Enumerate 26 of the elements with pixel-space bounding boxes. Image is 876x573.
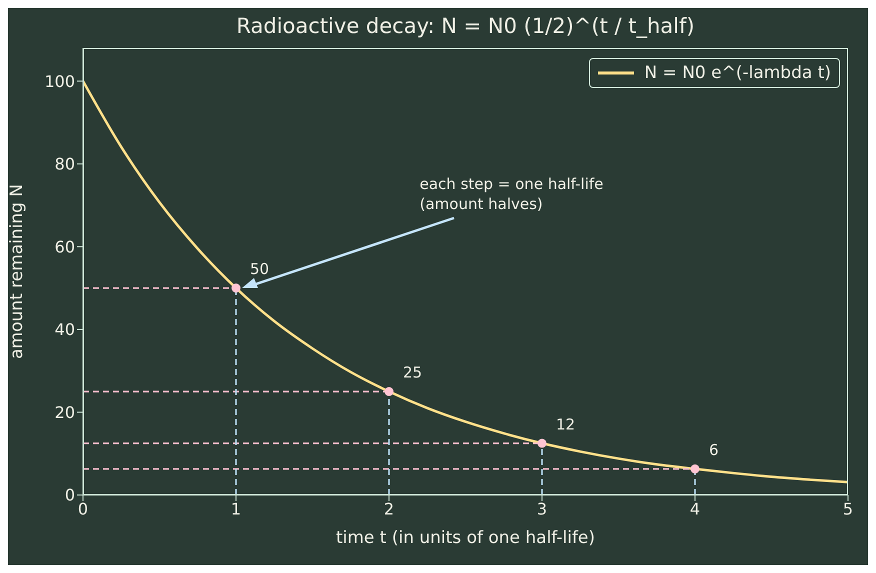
x-tick-label: 4 (690, 499, 700, 518)
point (231, 284, 241, 293)
data-label: 6 (709, 440, 719, 459)
annotation: each step = one half-life (amount halves) (420, 174, 604, 214)
y-tick-label: 20 (54, 402, 75, 422)
point (384, 387, 394, 396)
data-label: 50 (250, 260, 270, 278)
y-axis-title: amount remaining N (7, 184, 28, 359)
x-tick-label: 0 (78, 499, 88, 518)
x-tick-label: 2 (384, 499, 394, 518)
chart-title: Radioactive decay: N = N0 (1/2)^(t / t_half) (235, 14, 696, 38)
y-tick-label: 60 (54, 237, 75, 256)
y-tick-label: 40 (54, 320, 75, 340)
data-label: 12 (556, 415, 576, 434)
legend-label: N = N0 e^(-lambda t) (644, 63, 831, 83)
x-axis-title: time t (in units of one half-life) (336, 528, 596, 548)
point (690, 464, 700, 474)
x-tick-label: 5 (842, 499, 854, 518)
y-tick-label: 80 (54, 154, 75, 174)
y-tick-label: 100 (44, 72, 75, 91)
line-series (83, 80, 848, 484)
y-tick-label: 0 (64, 486, 75, 505)
data-label: 25 (403, 364, 422, 382)
x-tick-label: 1 (230, 499, 242, 518)
x-tick-label: 3 (536, 499, 548, 518)
point (537, 438, 547, 448)
